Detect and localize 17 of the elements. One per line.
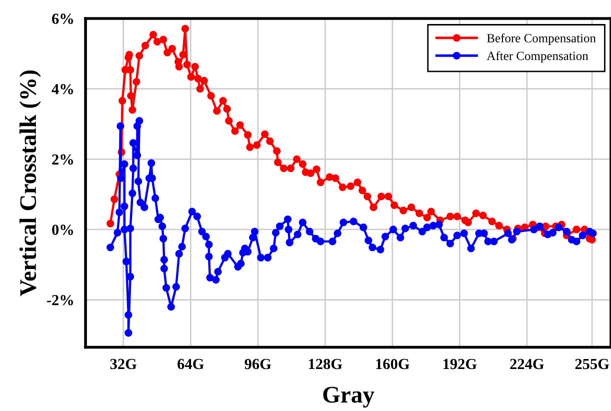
y-tick-label: 2% — [52, 154, 73, 165]
x-tick-label: 160G — [376, 358, 410, 370]
x-tick-label: 255G — [575, 358, 610, 370]
y-tick-label: 4% — [52, 84, 73, 94]
legend-label: After Compensation — [486, 51, 588, 63]
x-tick-label: 224G — [510, 358, 544, 370]
x-axis-title: Gray — [323, 386, 374, 408]
x-tick-label: 128G — [308, 358, 342, 370]
x-tick-label: 32G — [110, 358, 137, 370]
legend-label: Before Compensation — [487, 33, 596, 45]
x-tick-label: 64G — [178, 358, 204, 370]
y-tick-label: 0% — [52, 224, 73, 235]
y-tick-label: -2% — [46, 294, 73, 306]
y-tick-label: 6% — [52, 14, 73, 24]
y-axis-title: Vertical Crosstalk (%) — [19, 70, 41, 296]
x-tick-label: 192G — [443, 358, 477, 370]
x-tick-label: 96G — [244, 358, 272, 370]
